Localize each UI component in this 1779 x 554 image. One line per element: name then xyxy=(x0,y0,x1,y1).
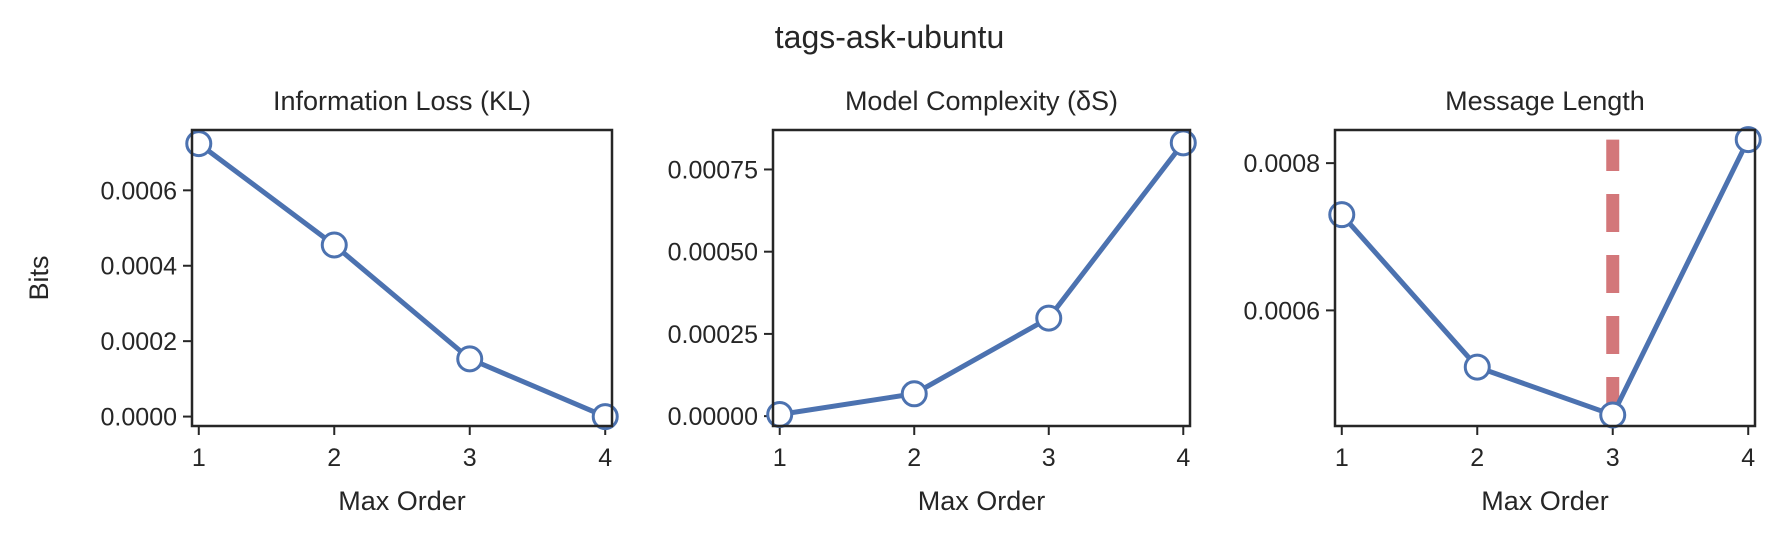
x-tick-label: 1 xyxy=(192,444,206,472)
figure-title: tags-ask-ubuntu xyxy=(775,19,1004,55)
data-point xyxy=(900,380,928,408)
x-tick-label: 2 xyxy=(1470,444,1484,472)
series-line xyxy=(1339,138,1751,418)
data-point xyxy=(1169,129,1197,157)
y-tick-label: 0.00075 xyxy=(668,156,758,184)
x-tick-label: 4 xyxy=(1741,444,1755,472)
x-axis-label: Max Order xyxy=(1481,486,1609,516)
data-point xyxy=(1035,304,1063,332)
chart-panel-1: Information Loss (KL) 0.0000 0.0002 0.0004 0… xyxy=(24,86,619,516)
y-tick-label: 0.0000 xyxy=(101,404,177,432)
data-point xyxy=(456,345,484,373)
series-line xyxy=(779,141,1186,417)
x-tick-label: 4 xyxy=(598,444,612,472)
chart-panel-3: Message Length 0.0006 0.0008 1 2 3 4 Max Order xyxy=(1244,86,1762,516)
y-tick-label: 0.0008 xyxy=(1244,150,1320,178)
chart-panel-2: Model Complexity (δS) 0.00000 0.00025 0.000… xyxy=(668,86,1197,516)
x-tick-label: 4 xyxy=(1176,444,1190,472)
x-tick-label: 3 xyxy=(1606,444,1620,472)
y-tick-label: 0.0006 xyxy=(101,177,177,205)
data-point xyxy=(320,231,348,259)
axes-frame xyxy=(1333,128,1757,428)
data-point xyxy=(1463,353,1491,381)
y-tick-label: 0.00025 xyxy=(668,321,758,349)
data-point xyxy=(185,130,213,158)
x-tick-label: 2 xyxy=(327,444,341,472)
series-line xyxy=(197,141,607,419)
x-tick-label: 2 xyxy=(907,444,921,472)
panel-title: Message Length xyxy=(1445,86,1645,116)
x-tick-label: 3 xyxy=(1042,444,1056,472)
y-tick-label: 0.00000 xyxy=(668,403,758,431)
y-tick-label: 0.0004 xyxy=(101,253,178,281)
panel-title: Model Complexity (δS) xyxy=(845,86,1118,116)
panels: Information Loss (KL) 0.0000 0.0002 0.0004 0… xyxy=(24,86,1762,516)
x-tick-label: 3 xyxy=(463,444,477,472)
y-tick-label: 0.00050 xyxy=(668,239,758,267)
panel-title: Information Loss (KL) xyxy=(273,86,531,116)
data-point xyxy=(1328,201,1356,229)
axes-frame xyxy=(190,128,614,428)
y-tick-label: 0.0006 xyxy=(1244,297,1320,325)
x-tick-label: 1 xyxy=(773,444,787,472)
axes-frame xyxy=(771,128,1192,428)
data-point xyxy=(766,400,794,428)
x-axis-label: Max Order xyxy=(918,486,1046,516)
x-axis-label: Max Order xyxy=(338,486,466,516)
data-point xyxy=(1599,401,1627,429)
y-axis-label: Bits xyxy=(24,255,54,300)
y-tick-label: 0.0002 xyxy=(101,328,177,356)
x-tick-label: 1 xyxy=(1335,444,1349,472)
